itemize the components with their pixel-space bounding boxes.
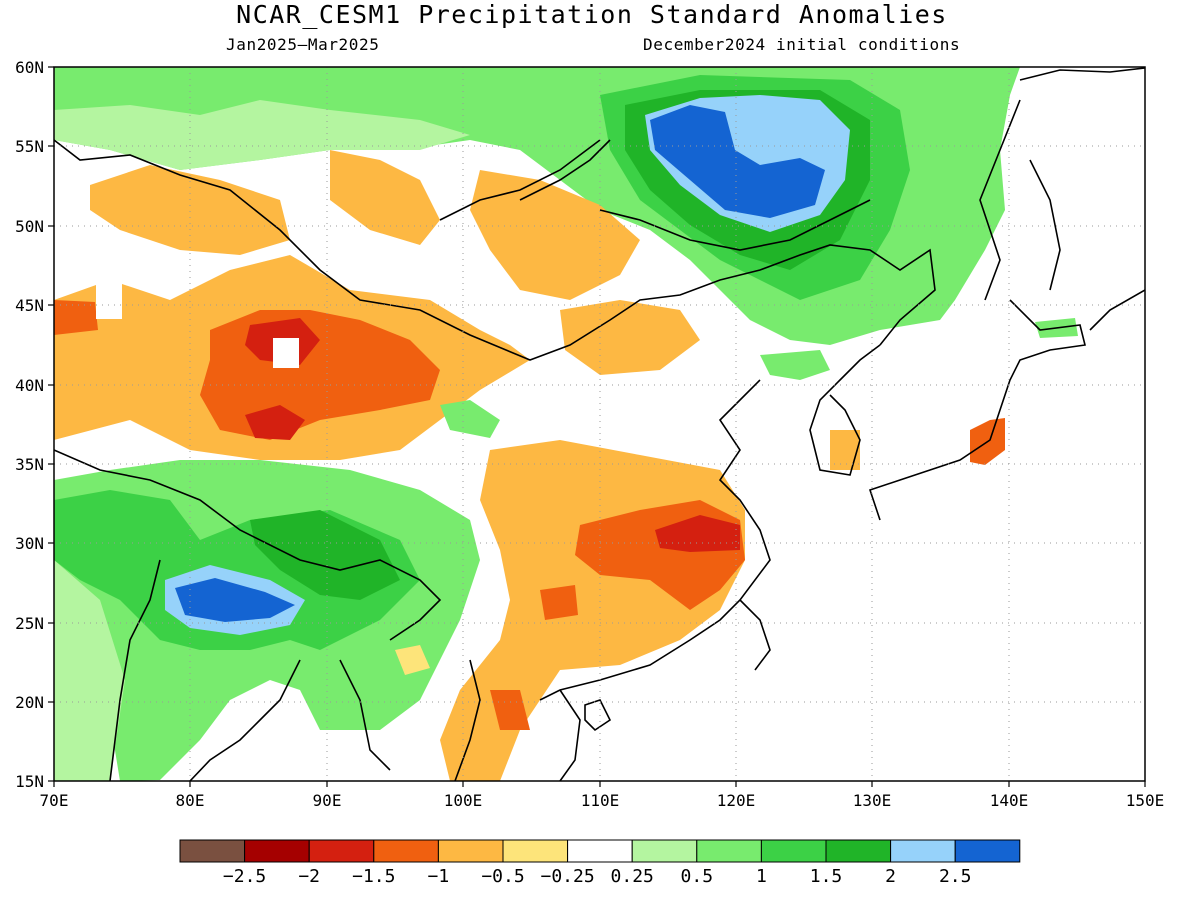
lat-label: 55N xyxy=(15,137,44,156)
anomaly-region-korea-dry xyxy=(830,430,860,470)
colorbar-swatch xyxy=(373,839,439,863)
colorbar-label: −2 xyxy=(298,866,320,887)
anomaly-region-north-light xyxy=(54,100,470,170)
colorbar-swatch xyxy=(502,839,569,863)
colorbar-swatch xyxy=(890,839,956,863)
anomaly-region-tarim-core-2 xyxy=(245,405,305,440)
longitude-labels: 70E 80E 90E 100E 110E 120E 130E 140E 150… xyxy=(40,791,1165,810)
colorbar-swatch xyxy=(179,839,246,863)
lon-label: 70E xyxy=(40,791,69,810)
anomaly-region-north-china-dry xyxy=(560,300,700,375)
period-label: Jan2025–Mar2025 xyxy=(226,35,380,54)
lat-label: 60N xyxy=(15,58,44,77)
anomaly-region-china-wet-spot xyxy=(440,400,500,438)
anomaly-region-korea-wet xyxy=(760,350,830,380)
anomaly-region-india-dry-spot xyxy=(395,645,430,675)
lon-label: 80E xyxy=(176,791,205,810)
lon-label: 110E xyxy=(581,791,620,810)
colorbar-label: 2 xyxy=(885,866,896,887)
lon-label: 150E xyxy=(1126,791,1165,810)
anomaly-region-nepal-dark-blue xyxy=(175,578,295,622)
chart-title: NCAR_CESM1 Precipitation Standard Anomal… xyxy=(236,0,948,29)
lon-label: 120E xyxy=(717,791,756,810)
anomaly-region-dzungaria-dry xyxy=(90,165,290,255)
lat-label: 30N xyxy=(15,534,44,553)
latitude-labels: 60N 55N 50N 45N 40N 35N 30N 25N 20N 15N xyxy=(15,58,44,791)
colorbar-label: 0.25 xyxy=(611,866,654,887)
lat-label: 25N xyxy=(15,614,44,633)
coastlines xyxy=(54,67,1145,781)
colorbar-label: 1.5 xyxy=(810,866,843,887)
lat-label: 45N xyxy=(15,296,44,315)
anomaly-region-mongolia-dry xyxy=(330,150,440,245)
anomaly-region-tibet-wettest xyxy=(250,510,400,600)
colorbar-label: −0.5 xyxy=(481,866,524,887)
colorbar-swatch xyxy=(954,839,1021,863)
colorbar-swatch xyxy=(696,839,762,863)
lat-label: 35N xyxy=(15,455,44,474)
axis-ticks xyxy=(48,66,1146,787)
anomaly-region-yangtze-core xyxy=(655,515,740,552)
colorbar-swatch xyxy=(567,839,633,863)
colorbar-label: −0.25 xyxy=(541,866,595,887)
colorbar-label: 0.5 xyxy=(681,866,714,887)
lat-label: 40N xyxy=(15,376,44,395)
colorbar-swatch xyxy=(437,839,504,863)
anomaly-region-indochina-strong-dry xyxy=(490,690,530,730)
missing-cell-kazakh xyxy=(96,274,122,319)
colorbar-label: 2.5 xyxy=(939,866,972,887)
anomaly-fields xyxy=(54,67,1145,781)
anomaly-region-kazakh-dry xyxy=(54,300,98,335)
grid-lines xyxy=(54,67,1145,781)
colorbar-swatch xyxy=(244,839,310,863)
lat-label: 15N xyxy=(15,772,44,791)
anomaly-region-south-china-spot xyxy=(540,585,578,620)
colorbar-swatch xyxy=(308,839,375,863)
lon-label: 100E xyxy=(444,791,483,810)
colorbar-swatch xyxy=(825,839,892,863)
colorbar-label: −1.5 xyxy=(352,866,395,887)
lon-label: 140E xyxy=(990,791,1029,810)
colorbar-label: −1 xyxy=(428,866,450,887)
anomaly-region-mongolia-dark-blue xyxy=(650,105,825,218)
lon-label: 130E xyxy=(853,791,892,810)
lat-label: 20N xyxy=(15,693,44,712)
lon-label: 90E xyxy=(313,791,342,810)
anomaly-region-inner-mongolia-dry xyxy=(470,170,640,300)
init-conditions-label: December2024 initial conditions xyxy=(643,35,961,54)
anomaly-region-india-light xyxy=(54,560,125,781)
colorbar-label: 1 xyxy=(756,866,767,887)
missing-cell-tarim xyxy=(273,338,299,368)
colorbar-swatch xyxy=(631,839,698,863)
colorbar: −2.5 −2 −1.5 −1 −0.5 −0.25 0.25 0.5 1 1.5 2 2.5 xyxy=(179,839,1021,887)
colorbar-swatch xyxy=(760,839,827,863)
colorbar-label: −2.5 xyxy=(223,866,266,887)
lat-label: 50N xyxy=(15,217,44,236)
